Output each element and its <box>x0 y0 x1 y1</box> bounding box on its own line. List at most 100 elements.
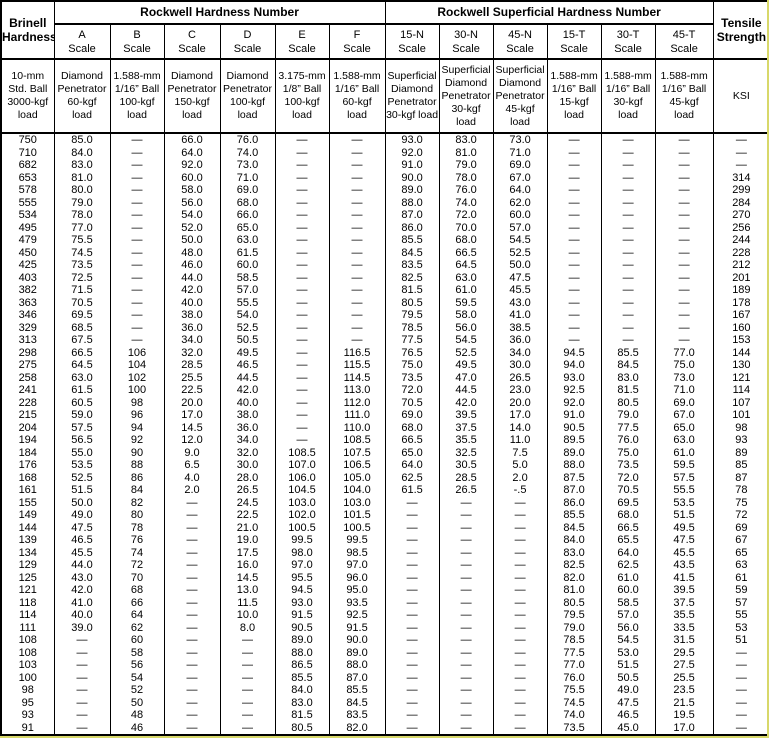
cell: 72.0 <box>438 209 494 222</box>
cell: 21.5 <box>654 696 714 709</box>
cell: 61.5 <box>219 246 276 259</box>
cell: — <box>384 559 440 572</box>
cell: 102 <box>109 371 165 384</box>
cell: — <box>328 196 386 209</box>
cell: 56 <box>109 659 165 672</box>
table-row: 194 56.5 92 12.0 34.0—108.5 66.5 35.5 11.0 89.5 7… <box>0 434 767 447</box>
cell: — <box>384 721 440 735</box>
cell: 26.5 <box>219 484 276 497</box>
scale-header-d: D Scale <box>219 24 276 60</box>
cell: 37.5 <box>438 421 494 434</box>
cell: 90.5 <box>546 421 602 434</box>
cell: 108.5 <box>274 446 330 459</box>
cell: 2.0 <box>163 484 221 497</box>
cell: 53.5 <box>654 496 714 509</box>
cell: — <box>219 659 276 672</box>
cell: — <box>438 621 494 634</box>
cell: 108.5 <box>328 434 386 447</box>
cell: — <box>654 171 714 184</box>
cell: 91.0 <box>546 409 602 422</box>
cell: 64 <box>109 609 165 622</box>
table-row: 215 59.0 96 17.0 38.0—111.0 69.0 39.5 17.0 91.0 7… <box>0 409 767 422</box>
scale-desc-15t: 1.588-mm 1/16” Ball 15-kgf load <box>546 59 602 134</box>
table-body: 750 85.0—66.0 76.0— —93.0 83.0 73.0— — — —710 84.… <box>0 133 767 735</box>
cell: 20.0 <box>163 396 221 409</box>
cell: 84.5 <box>600 359 656 372</box>
cell: — <box>492 571 548 584</box>
cell: 74 <box>109 546 165 559</box>
rockwell-superficial-group-header: Rockwell Superficial Hardness Number <box>384 1 714 25</box>
cell: 34.0 <box>492 346 548 359</box>
cell: 9.0 <box>163 446 221 459</box>
cell: 46.5 <box>53 534 111 547</box>
cell: — <box>274 434 330 447</box>
cell: 38.5 <box>492 321 548 334</box>
cell: 11.0 <box>492 434 548 447</box>
cell: 111.0 <box>328 409 386 422</box>
cell: — <box>384 609 440 622</box>
rockwell-hardness-group-header: Rockwell Hardness Number <box>53 1 386 25</box>
cell: — <box>438 596 494 609</box>
cell: 38.0 <box>219 409 276 422</box>
scale-header-b: B Scale <box>109 24 165 60</box>
cell: 67.5 <box>53 334 111 347</box>
cell: — <box>163 709 221 722</box>
cell: 81.0 <box>53 171 111 184</box>
cell: 107.5 <box>328 446 386 459</box>
cell: — <box>328 271 386 284</box>
cell: 91.0 <box>384 159 440 172</box>
cell: 89.0 <box>328 646 386 659</box>
scale-desc-15n: Superficial Diamond Penetrator 30-kgf lo… <box>384 59 440 134</box>
cell: 90.0 <box>384 171 440 184</box>
cell: 47.5 <box>53 521 111 534</box>
cell: 49.0 <box>53 509 111 522</box>
cell: — <box>492 546 548 559</box>
cell: 79.5 <box>546 609 602 622</box>
cell: 14.0 <box>492 421 548 434</box>
cell: 74.5 <box>546 696 602 709</box>
cell: — <box>600 309 656 322</box>
cell: 275 <box>0 359 55 372</box>
scale-header-15n: 15-N Scale <box>384 24 440 60</box>
cell: 90.0 <box>328 634 386 647</box>
cell: — <box>109 209 165 222</box>
cell: 69.0 <box>492 159 548 172</box>
cell: 80.5 <box>546 596 602 609</box>
cell: 49.0 <box>600 684 656 697</box>
cell: — <box>600 146 656 159</box>
cell: 40.0 <box>53 609 111 622</box>
cell: — <box>384 534 440 547</box>
cell: 39.0 <box>53 621 111 634</box>
cell: 73.5 <box>546 721 602 735</box>
cell: 85.5 <box>600 346 656 359</box>
table-row: 149 49.0 80—22.5 102.0 101.5— — —85.5 68.0 51.5 7… <box>0 509 767 522</box>
scale-desc-45t: 1.588-mm 1/16” Ball 45-kgf load <box>654 59 714 134</box>
cell: 77.0 <box>53 221 111 234</box>
cell: — <box>546 284 602 297</box>
cell: 83.0 <box>546 546 602 559</box>
cell: 89.0 <box>274 634 330 647</box>
cell: 75 <box>712 496 767 509</box>
cell: — <box>163 571 221 584</box>
cell: 108 <box>0 646 55 659</box>
cell: 32.0 <box>219 446 276 459</box>
cell: 28.5 <box>163 359 221 372</box>
cell: 161 <box>0 484 55 497</box>
cell: 68.0 <box>438 234 494 247</box>
cell: 14.5 <box>163 421 221 434</box>
cell: — <box>654 196 714 209</box>
cell: 100 <box>109 384 165 397</box>
cell: 55.0 <box>53 446 111 459</box>
table-row: 228 60.5 98 20.0 40.0—112.0 70.5 42.0 20.0 92.0 8… <box>0 396 767 409</box>
cell: 67.0 <box>654 409 714 422</box>
cell: — <box>492 721 548 735</box>
cell: 86 <box>109 471 165 484</box>
cell: 79.0 <box>438 159 494 172</box>
cell: — <box>438 571 494 584</box>
cell: 139 <box>0 534 55 547</box>
cell: 79.0 <box>546 621 602 634</box>
cell: 73.0 <box>654 371 714 384</box>
cell: — <box>328 296 386 309</box>
cell: 228 <box>712 246 767 259</box>
cell: 112.0 <box>328 396 386 409</box>
